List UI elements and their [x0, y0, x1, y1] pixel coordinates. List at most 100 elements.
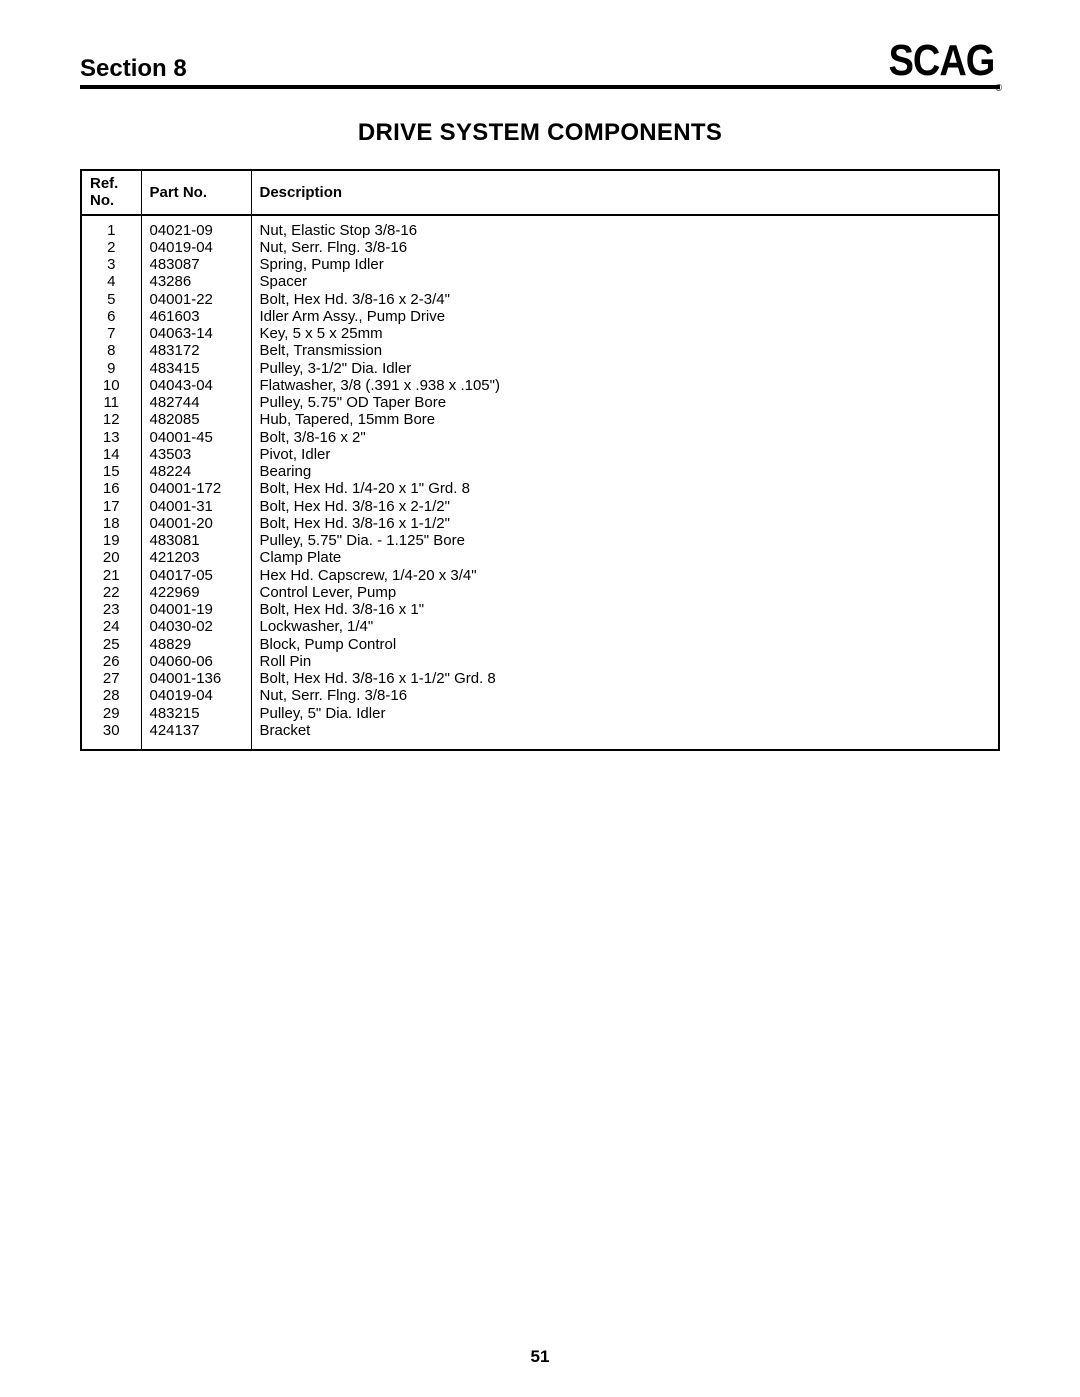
table-row: 9483415Pulley, 3-1/2" Dia. Idler — [81, 360, 999, 377]
cell-partno: 43286 — [141, 273, 251, 290]
cell-partno: 04019-04 — [141, 239, 251, 256]
cell-description: Roll Pin — [251, 653, 999, 670]
cell-description: Flatwasher, 3/8 (.391 x .938 x .105") — [251, 377, 999, 394]
cell-refno: 4 — [81, 273, 141, 290]
cell-refno: 21 — [81, 567, 141, 584]
table-row: 1704001-31Bolt, Hex Hd. 3/8-16 x 2-1/2" — [81, 498, 999, 515]
cell-partno: 483215 — [141, 705, 251, 722]
cell-partno: 04001-172 — [141, 480, 251, 497]
cell-partno: 04001-22 — [141, 291, 251, 308]
cell-description: Key, 5 x 5 x 25mm — [251, 325, 999, 342]
cell-description: Pivot, Idler — [251, 446, 999, 463]
table-row: 504001-22Bolt, Hex Hd. 3/8-16 x 2-3/4" — [81, 291, 999, 308]
cell-description: Bolt, Hex Hd. 3/8-16 x 1-1/2" — [251, 515, 999, 532]
cell-description: Pulley, 5.75" Dia. - 1.125" Bore — [251, 532, 999, 549]
parts-table-head: Ref. No. Part No. Description — [81, 170, 999, 215]
cell-description: Bolt, Hex Hd. 3/8-16 x 2-1/2" — [251, 498, 999, 515]
parts-table: Ref. No. Part No. Description 104021-09N… — [80, 169, 1000, 751]
cell-refno: 13 — [81, 429, 141, 446]
cell-description: Hub, Tapered, 15mm Bore — [251, 411, 999, 428]
cell-refno: 9 — [81, 360, 141, 377]
table-row: 20421203Clamp Plate — [81, 549, 999, 566]
cell-description: Bracket — [251, 722, 999, 750]
cell-refno: 25 — [81, 636, 141, 653]
cell-partno: 43503 — [141, 446, 251, 463]
cell-refno: 19 — [81, 532, 141, 549]
cell-refno: 26 — [81, 653, 141, 670]
col-header-refno: Ref. No. — [81, 170, 141, 215]
cell-partno: 483081 — [141, 532, 251, 549]
col-header-refno-line2: No. — [90, 192, 114, 209]
cell-partno: 04001-45 — [141, 429, 251, 446]
cell-refno: 7 — [81, 325, 141, 342]
cell-partno: 04019-04 — [141, 687, 251, 704]
table-row: 1004043-04Flatwasher, 3/8 (.391 x .938 x… — [81, 377, 999, 394]
cell-partno: 04017-05 — [141, 567, 251, 584]
cell-refno: 11 — [81, 394, 141, 411]
cell-refno: 6 — [81, 308, 141, 325]
cell-description: Pulley, 5" Dia. Idler — [251, 705, 999, 722]
cell-description: Control Lever, Pump — [251, 584, 999, 601]
cell-description: Spacer — [251, 273, 999, 290]
cell-partno: 422969 — [141, 584, 251, 601]
cell-refno: 20 — [81, 549, 141, 566]
cell-partno: 04001-31 — [141, 498, 251, 515]
cell-description: Clamp Plate — [251, 549, 999, 566]
table-row: 30424137Bracket — [81, 722, 999, 750]
cell-partno: 421203 — [141, 549, 251, 566]
cell-partno: 461603 — [141, 308, 251, 325]
cell-description: Idler Arm Assy., Pump Drive — [251, 308, 999, 325]
cell-description: Pulley, 5.75" OD Taper Bore — [251, 394, 999, 411]
cell-partno: 48224 — [141, 463, 251, 480]
cell-description: Pulley, 3-1/2" Dia. Idler — [251, 360, 999, 377]
table-row: 1604001-172Bolt, Hex Hd. 1/4-20 x 1" Grd… — [81, 480, 999, 497]
cell-refno: 27 — [81, 670, 141, 687]
cell-refno: 5 — [81, 291, 141, 308]
cell-partno: 48829 — [141, 636, 251, 653]
cell-partno: 483087 — [141, 256, 251, 273]
cell-partno: 482085 — [141, 411, 251, 428]
col-header-refno-line1: Ref. — [90, 175, 118, 192]
table-row: 2404030-02Lockwasher, 1/4" — [81, 618, 999, 635]
col-header-description: Description — [251, 170, 999, 215]
section-label: Section 8 — [80, 55, 187, 83]
cell-refno: 29 — [81, 705, 141, 722]
cell-refno: 17 — [81, 498, 141, 515]
cell-description: Nut, Elastic Stop 3/8-16 — [251, 215, 999, 239]
cell-description: Bearing — [251, 463, 999, 480]
cell-refno: 3 — [81, 256, 141, 273]
cell-partno: 04043-04 — [141, 377, 251, 394]
page-header: Section 8 SCAG — [80, 45, 1000, 89]
cell-description: Hex Hd. Capscrew, 1/4-20 x 3/4" — [251, 567, 999, 584]
cell-partno: 483415 — [141, 360, 251, 377]
cell-partno: 04001-20 — [141, 515, 251, 532]
cell-refno: 10 — [81, 377, 141, 394]
cell-description: Bolt, Hex Hd. 3/8-16 x 1" — [251, 601, 999, 618]
table-row: 2304001-19Bolt, Hex Hd. 3/8-16 x 1" — [81, 601, 999, 618]
table-row: 2604060-06Roll Pin — [81, 653, 999, 670]
cell-partno: 483172 — [141, 342, 251, 359]
table-row: 6461603Idler Arm Assy., Pump Drive — [81, 308, 999, 325]
table-row: 8483172Belt, Transmission — [81, 342, 999, 359]
table-row: 1443503Pivot, Idler — [81, 446, 999, 463]
cell-partno: 04021-09 — [141, 215, 251, 239]
cell-description: Bolt, Hex Hd. 3/8-16 x 2-3/4" — [251, 291, 999, 308]
cell-description: Lockwasher, 1/4" — [251, 618, 999, 635]
cell-description: Block, Pump Control — [251, 636, 999, 653]
table-row: 3483087Spring, Pump Idler — [81, 256, 999, 273]
table-row: 19483081Pulley, 5.75" Dia. - 1.125" Bore — [81, 532, 999, 549]
cell-description: Spring, Pump Idler — [251, 256, 999, 273]
col-header-partno: Part No. — [141, 170, 251, 215]
cell-refno: 1 — [81, 215, 141, 239]
brand-logo: SCAG — [889, 39, 1000, 83]
cell-partno: 04063-14 — [141, 325, 251, 342]
cell-description: Bolt, Hex Hd. 1/4-20 x 1" Grd. 8 — [251, 480, 999, 497]
cell-description: Belt, Transmission — [251, 342, 999, 359]
parts-table-body: 104021-09Nut, Elastic Stop 3/8-16204019-… — [81, 215, 999, 751]
table-row: 11482744Pulley, 5.75" OD Taper Bore — [81, 394, 999, 411]
table-row: 22422969Control Lever, Pump — [81, 584, 999, 601]
cell-description: Bolt, 3/8-16 x 2" — [251, 429, 999, 446]
table-row: 2548829Block, Pump Control — [81, 636, 999, 653]
table-row: 2804019-04Nut, Serr. Flng. 3/8-16 — [81, 687, 999, 704]
table-row: 204019-04Nut, Serr. Flng. 3/8-16 — [81, 239, 999, 256]
